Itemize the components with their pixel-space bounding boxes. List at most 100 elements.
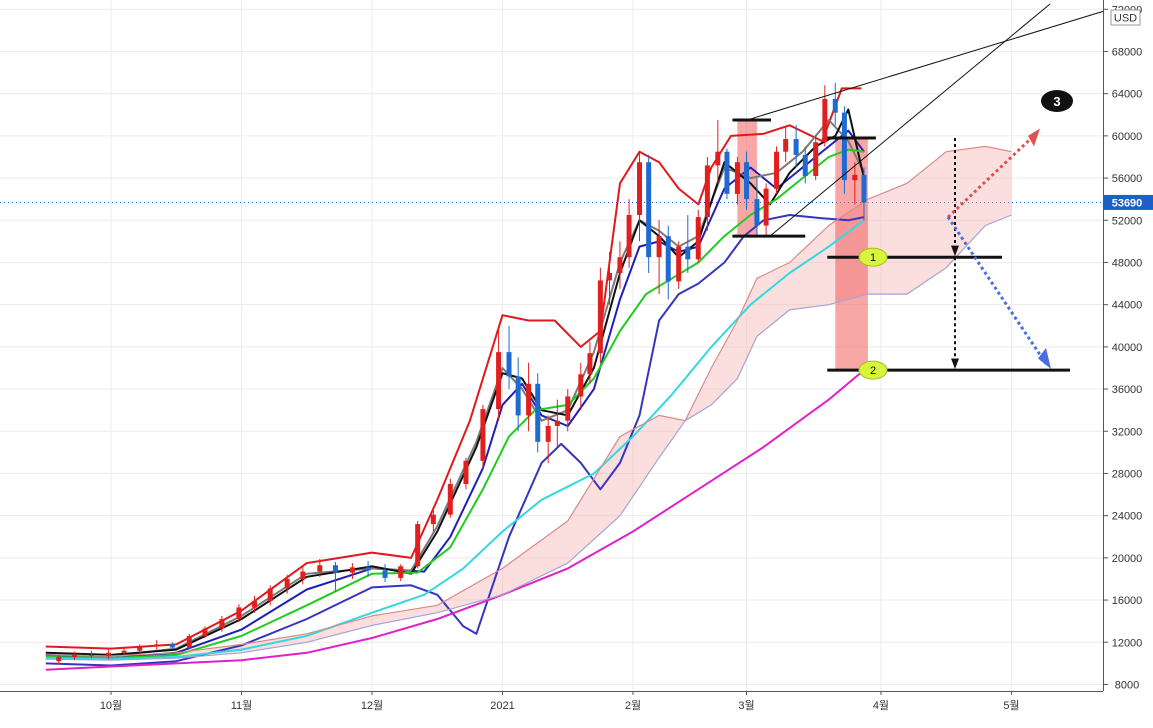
- x-tick-labels: 10월 11월 12월 2021 2월 3월 4월 5월: [100, 691, 1020, 712]
- candle-up: [398, 566, 404, 578]
- candle-up: [763, 188, 769, 226]
- series-cloud-upper: [45, 145, 1012, 657]
- marker-label-1: 1: [870, 252, 876, 264]
- y-tick-label: 56000: [1112, 173, 1143, 185]
- candle-down: [646, 162, 652, 258]
- cloud-fill: [45, 146, 1012, 661]
- candle-up: [852, 174, 858, 181]
- candle-up: [186, 635, 192, 648]
- candle-down: [754, 199, 760, 226]
- series-bollinger-upper: [45, 87, 862, 650]
- annotation-markers: 1 2 3: [858, 90, 1073, 380]
- y-tick-labels: 8000 12000 16000 20000 24000 28000 32000 36000 4…: [1104, 4, 1142, 691]
- marker-3: [1041, 90, 1073, 112]
- candle-down: [793, 139, 799, 155]
- marker-label-3: 3: [1053, 94, 1060, 109]
- candle-up: [317, 565, 323, 572]
- candle-up: [637, 162, 643, 215]
- candle-down: [365, 567, 371, 571]
- candle-up: [267, 588, 273, 602]
- ichimoku-cloud: [45, 146, 1012, 661]
- currency-badge[interactable]: [1110, 9, 1141, 26]
- measure-arrowhead-2: [951, 358, 959, 370]
- currency-label: USD: [1114, 13, 1137, 25]
- trend-line-lower: [769, 3, 1051, 237]
- y-tick-label: 12000: [1112, 637, 1143, 649]
- candle-up: [415, 524, 421, 567]
- x-tick-label: 5월: [1003, 699, 1019, 712]
- candle-up: [704, 165, 710, 218]
- price-scale-bg: [1104, 0, 1153, 691]
- candle-down: [861, 174, 867, 203]
- candle-up: [774, 151, 780, 189]
- y-tick-label: 28000: [1112, 468, 1143, 480]
- grid-lines: [0, 0, 1103, 691]
- series-ema-mid: [45, 108, 865, 656]
- projection-down: [946, 216, 1048, 365]
- y-tick-label: 16000: [1112, 595, 1143, 607]
- projection-down-head: [1038, 347, 1051, 370]
- candle-up: [252, 601, 258, 608]
- candle-up: [105, 652, 111, 656]
- candle-up: [496, 352, 502, 410]
- y-tick-label: 60000: [1112, 131, 1143, 143]
- candle-up: [734, 162, 740, 194]
- candle-up: [565, 396, 571, 421]
- y-tick-label: 40000: [1112, 342, 1143, 354]
- x-tick-label: 4월: [873, 699, 889, 712]
- candle-up: [121, 650, 127, 653]
- y-tick-label: 36000: [1112, 384, 1143, 396]
- marker-1: [858, 247, 888, 267]
- candle-down: [802, 154, 808, 176]
- candle-up: [695, 217, 701, 260]
- candle-up: [656, 236, 662, 258]
- y-tick-label: 8000: [1115, 679, 1139, 691]
- candle-up: [526, 383, 532, 416]
- series-sma-mid: [45, 219, 865, 661]
- axes: 8000 12000 16000 20000 24000 28000 32000 36000 4…: [0, 0, 1153, 712]
- marker-label-2: 2: [870, 365, 876, 377]
- y-tick-label: 32000: [1112, 426, 1143, 438]
- candle-down: [169, 644, 175, 648]
- candle-up: [813, 142, 819, 176]
- candle-up: [554, 420, 560, 426]
- candle-up: [56, 657, 62, 662]
- candle-down: [832, 98, 838, 113]
- x-tick-label: 2월: [625, 699, 641, 712]
- candle-up: [587, 353, 593, 375]
- candle-up: [154, 644, 160, 647]
- y-tick-label: 52000: [1112, 215, 1143, 227]
- x-tick-label: 12월: [361, 699, 383, 712]
- candle-up: [545, 425, 551, 442]
- y-tick-label: 24000: [1112, 511, 1143, 523]
- candle-up: [597, 280, 603, 354]
- candle-up: [430, 514, 436, 525]
- candle-up: [349, 567, 355, 573]
- candle-down: [332, 565, 338, 573]
- y-tick-label: 48000: [1112, 257, 1143, 269]
- trend-drawings: [732, 3, 1104, 372]
- candle-up: [463, 460, 469, 485]
- candle-up: [284, 578, 290, 589]
- series-cloud-lower: [45, 214, 1012, 661]
- marker-2: [858, 360, 888, 380]
- projection-up-head: [1028, 128, 1040, 147]
- candle-up: [236, 607, 242, 620]
- candle-up: [676, 246, 682, 282]
- x-tick-label: 3월: [738, 699, 754, 712]
- candle-up: [300, 571, 306, 579]
- candle-down: [382, 570, 388, 578]
- candle-down: [665, 236, 671, 282]
- y-tick-label: 20000: [1112, 553, 1143, 565]
- y-tick-label: 44000: [1112, 300, 1143, 312]
- candle-up: [617, 257, 623, 274]
- candle-up: [447, 484, 453, 515]
- candle-up: [219, 619, 225, 629]
- candle-down: [724, 151, 730, 194]
- candle-down: [744, 162, 750, 200]
- measure-arrowhead-1: [951, 245, 959, 257]
- projection-up: [946, 132, 1038, 219]
- candle-up: [626, 214, 632, 258]
- candle-up: [715, 151, 721, 166]
